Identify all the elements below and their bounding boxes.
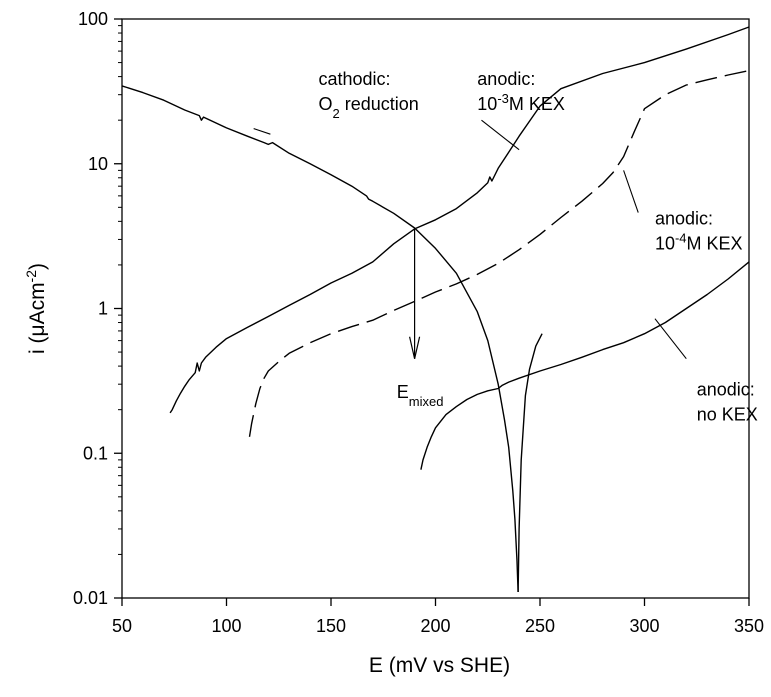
annotation-subscript: 2 (332, 105, 339, 120)
x-tick-label: 250 (525, 616, 555, 636)
annotation-text: 10 (477, 94, 497, 114)
annotation-text: M KEX (687, 234, 743, 254)
annotation-text: E (397, 382, 409, 402)
x-tick-label: 300 (629, 616, 659, 636)
y-tick-label: 10 (88, 154, 108, 174)
y-axis-label-close: ) (26, 263, 49, 270)
y-tick-label: 0.1 (83, 443, 108, 463)
mixed-potential-label: Emixed (397, 382, 444, 409)
annotation-line: no KEX (697, 405, 758, 425)
y-axis-label-base: i (μAcm (26, 282, 49, 354)
annotation-line: anodic: (697, 380, 755, 400)
annotation-pointer (481, 119, 520, 151)
annotation-text: anodic: (477, 69, 535, 89)
series-cathodic (121, 85, 519, 593)
annotation-anodic-1e-4M: anodic:10-4M KEX (623, 170, 743, 254)
annotation-line: 10-4M KEX (655, 230, 743, 254)
y-axis-label-sup: -2 (23, 270, 39, 283)
annotation-superscript: -4 (675, 230, 687, 245)
annotation-pointer (623, 170, 639, 213)
annotation-text: reduction (340, 94, 419, 114)
annotation-subscript: mixed (409, 394, 444, 409)
annotation-line: O2 reduction (318, 94, 418, 121)
annotation-anodic-1e-3M: anodic:10-3M KEX (477, 69, 565, 151)
annotation-cathodic: cathodic: O2 reduction (253, 69, 419, 135)
series-anodic-1e-3M (169, 26, 750, 414)
x-axis-label: E (mV vs SHE) (369, 654, 510, 677)
annotation-text: cathodic: (318, 69, 390, 89)
x-tick-label: 150 (316, 616, 346, 636)
series-cathodic-branch (517, 333, 543, 593)
annotation-text: anodic: (697, 380, 755, 400)
series-anodic-1e-4M (248, 69, 750, 437)
annotation-line: 10-3M KEX (477, 90, 565, 114)
annotation-text: anodic: (655, 209, 713, 229)
x-tick-label: 200 (420, 616, 450, 636)
annotation-line: anodic: (477, 69, 535, 89)
mixed-potential-arrow-head (409, 336, 421, 359)
annotation-pointer (253, 128, 271, 135)
annotation-text: no KEX (697, 405, 758, 425)
y-tick-label: 1 (98, 299, 108, 319)
plot-border (121, 18, 750, 599)
x-tick-label: 350 (734, 616, 764, 636)
annotation-superscript: -3 (497, 90, 509, 105)
y-axis-label: i (μAcm-2) (23, 263, 49, 354)
series-anodic-no-KEX (420, 261, 750, 470)
annotation-text: M KEX (509, 94, 565, 114)
y-tick-label: 100 (78, 9, 108, 29)
annotation-anodic-no-KEX: anodic: no KEX (654, 318, 758, 425)
annotation-text: O (318, 94, 332, 114)
mixed-potential: Emixed (397, 228, 444, 409)
annotation-text: 10 (655, 234, 675, 254)
y-tick-label: 0.01 (73, 588, 108, 608)
x-tick-label: 50 (112, 616, 132, 636)
plot-area (121, 18, 750, 599)
annotation-line: anodic: (655, 209, 713, 229)
axis-ticks: 50 100 150 200 250 300 350 0.01 0.1 1 10 100 (73, 9, 764, 636)
x-tick-label: 100 (211, 616, 241, 636)
annotation-pointer (654, 318, 687, 360)
annotation-line: cathodic: (318, 69, 390, 89)
series-layer (121, 26, 750, 593)
